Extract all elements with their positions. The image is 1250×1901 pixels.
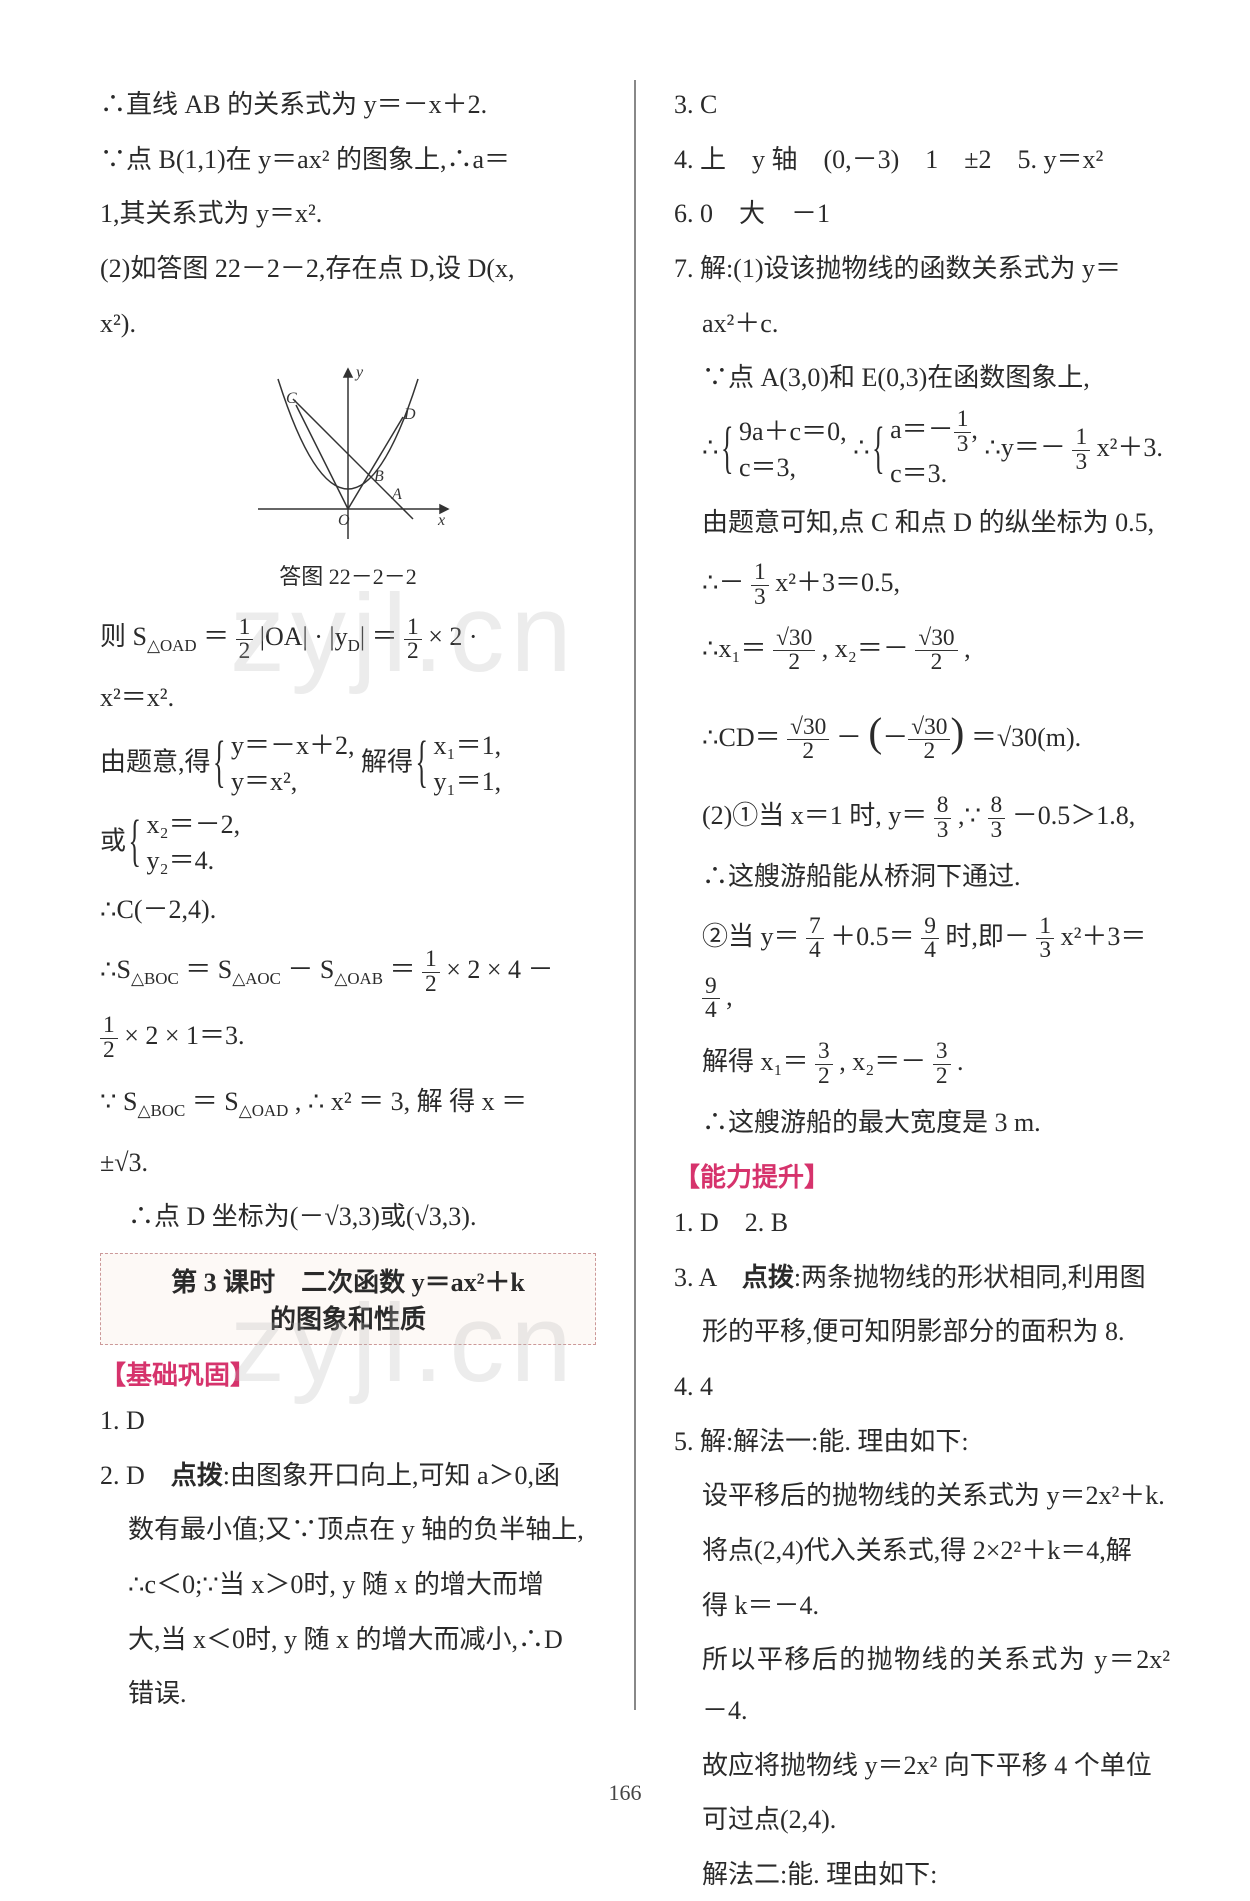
text-line: 将点(2,4)代入关系式,得 2×2²＋k＝4,解 xyxy=(674,1526,1170,1577)
math-line: ∵ S△BOC ＝ S△OAD , ∴ x² ＝ 3, 解 得 x ＝ xyxy=(100,1072,596,1132)
page-number: 166 xyxy=(609,1780,642,1806)
text-line: 数有最小值;又∵顶点在 y 轴的负半轴上, xyxy=(100,1505,596,1556)
lesson-title-box: 第 3 课时 二次函数 y＝ax²＋k 的图象和性质 xyxy=(100,1253,596,1345)
text-line: 1,其关系式为 y＝x². xyxy=(100,189,596,240)
math-line: 12 × 2 × 1＝3. xyxy=(100,1006,596,1066)
answer-line: 2. D 点拨:由图象开口向上,可知 a＞0,函 xyxy=(100,1451,596,1502)
svg-text:y: y xyxy=(354,364,364,381)
right-column: 3. C 4. 上 y 轴 (0,－3) 1 ±2 5. y＝x² 6. 0 大… xyxy=(674,80,1170,1710)
lesson-title-line1: 第 3 课时 二次函数 y＝ax²＋k xyxy=(113,1262,583,1299)
answer-line: 1. D xyxy=(100,1396,596,1447)
text-line: 7. 解:(1)设该抛物线的函数关系式为 y＝ xyxy=(674,244,1170,295)
text-line: ∴c＜0;∵当 x＞0时, y 随 x 的增大而增 xyxy=(100,1560,596,1611)
text-line: 形的平移,便可知阴影部分的面积为 8. xyxy=(674,1307,1170,1358)
text-line: 所以平移后的抛物线的关系式为 y＝2x²－4. xyxy=(674,1635,1170,1736)
answer-line: 4. 上 y 轴 (0,－3) 1 ±2 5. y＝x² xyxy=(674,135,1170,186)
svg-text:B: B xyxy=(374,468,384,485)
text-line: 大,当 x＜0时, y 随 x 的增大而减小,∴D xyxy=(100,1615,596,1666)
svg-text:O: O xyxy=(338,512,350,529)
text-line: 设平移后的抛物线的关系式为 y＝2x²＋k. xyxy=(674,1471,1170,1522)
math-line: 或 x₂＝－2, y₂＝4. xyxy=(100,807,596,880)
graph-caption: 答图 22－2－2 xyxy=(100,559,596,591)
text-line: ∴点 D 坐标为(－√3,3)或(√3,3). xyxy=(100,1192,596,1243)
text-line: x²＝x². xyxy=(100,673,596,724)
text-line: ∴直线 AB 的关系式为 y＝－x＋2. xyxy=(100,80,596,131)
left-column: ∴直线 AB 的关系式为 y＝－x＋2. ∵点 B(1,1)在 y＝ax² 的图… xyxy=(100,80,596,1710)
text-line: 错误. xyxy=(100,1669,596,1720)
math-line: ∴－ 13 x²＋3＝0.5, xyxy=(674,553,1170,613)
answer-line: 1. D 2. B xyxy=(674,1198,1170,1249)
math-line: 则 S△OAD ＝ 12 |OA| · |yD| ＝ 12 × 2 · xyxy=(100,607,596,667)
text-line: ∵点 B(1,1)在 y＝ax² 的图象上,∴a＝ xyxy=(100,135,596,186)
answer-graph: x y O C D A B xyxy=(238,359,458,549)
math-line: ∴x₁＝ √302 , x₂＝－ √302 , xyxy=(674,619,1170,679)
text-line: (2)如答图 22－2－2,存在点 D,设 D(x, xyxy=(100,244,596,295)
column-divider xyxy=(634,80,636,1710)
lesson-title-line2: 的图象和性质 xyxy=(113,1299,583,1336)
math-line: ∴ 9a＋c＝0, c＝3, ∴ a＝－13, c＝3. ∴y＝－ 13 x²＋… xyxy=(674,408,1170,492)
math-line: 解得 x₁＝ 32 , x₂＝－ 32 . xyxy=(674,1032,1170,1092)
svg-text:C: C xyxy=(286,390,297,407)
text-line: 由题意可知,点 C 和点 D 的纵坐标为 0.5, xyxy=(674,498,1170,549)
text-line: ∴这艘游船能从桥洞下通过. xyxy=(674,852,1170,903)
math-line: ∴CD＝ √302 － (－√302) ＝√30(m). xyxy=(674,685,1170,781)
text-line: ∴C(－2,4). xyxy=(100,885,596,936)
text-line: 5. 解:解法一:能. 理由如下: xyxy=(674,1417,1170,1468)
text-line: 可过点(2,4). xyxy=(674,1795,1170,1846)
text-line: 故应将抛物线 y＝2x² 向下平移 4 个单位 xyxy=(674,1741,1170,1792)
text-line: 解法二:能. 理由如下: xyxy=(674,1850,1170,1901)
math-line: ∴S△BOC ＝ S△AOC － S△OAB ＝ 12 × 2 × 4 － xyxy=(100,940,596,1000)
svg-text:A: A xyxy=(391,486,402,503)
text-line: ∴这艘游船的最大宽度是 3 m. xyxy=(674,1098,1170,1149)
section-heading: 【能力提升】 xyxy=(674,1157,1170,1194)
math-line: (2)①当 x＝1 时, y＝ 83 ,∵ 83 －0.5＞1.8, xyxy=(674,786,1170,846)
answer-line: 4. 4 xyxy=(674,1362,1170,1413)
text-line: 得 k＝－4. xyxy=(674,1581,1170,1632)
text-line: ±√3. xyxy=(100,1138,596,1189)
answer-line: 3. A 点拨:两条抛物线的形状相同,利用图 xyxy=(674,1253,1170,1304)
text-line: ax²＋c. xyxy=(674,299,1170,350)
section-heading: 【基础巩固】 xyxy=(100,1355,596,1392)
text-line: ∵点 A(3,0)和 E(0,3)在函数图象上, xyxy=(674,353,1170,404)
svg-text:x: x xyxy=(437,512,445,529)
answer-line: 6. 0 大 －1 xyxy=(674,189,1170,240)
text-line: x²). xyxy=(100,299,596,350)
math-line: ②当 y＝ 74 ＋0.5＝ 94 时,即－ 13 x²＋3＝ 94 , xyxy=(674,907,1170,1027)
page-content: ∴直线 AB 的关系式为 y＝－x＋2. ∵点 B(1,1)在 y＝ax² 的图… xyxy=(0,0,1250,1750)
math-line: 由题意,得 y＝－x＋2, y＝x², 解得 x₁＝1, y₁＝1, xyxy=(100,728,596,801)
svg-text:D: D xyxy=(403,406,416,423)
answer-line: 3. C xyxy=(674,80,1170,131)
